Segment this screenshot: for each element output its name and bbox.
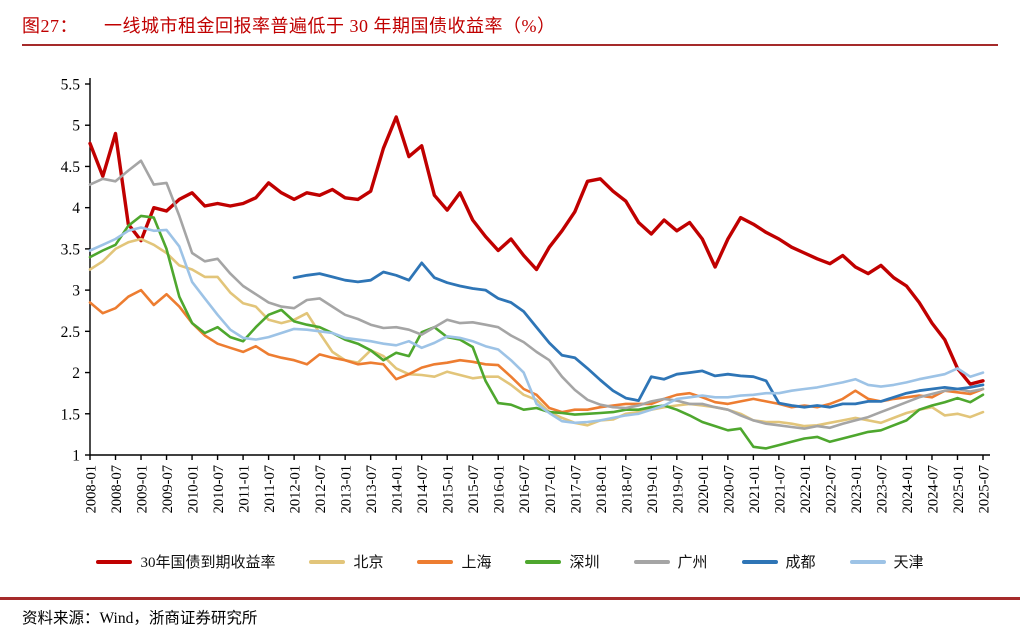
x-tick-label: 2015-07 [466,465,482,513]
x-tick-label: 2011-07 [262,465,278,513]
x-tick-label: 2015-01 [441,465,457,513]
chart-legend: 30年国债到期收益率 北京 上海 深圳 广州 成都 天津 [0,551,1020,572]
x-tick-label: 2012-07 [313,465,329,513]
legend-swatch [741,559,778,564]
x-tick-label: 2011-01 [237,465,253,513]
x-tick-label: 2020-01 [696,465,712,513]
x-tick-label: 2021-07 [772,465,788,513]
source-label: 资料来源： [22,610,100,627]
x-tick-label: 2019-01 [645,465,661,513]
series-line-上海 [88,288,985,414]
line-chart: 1 1.5 2 2.5 3 3.5 4 4.5 5 5.5 2008-01 2008-07 2009-0… [61,77,993,514]
x-tick-label: 2020-07 [721,465,737,513]
series-line-广州 [88,159,985,430]
y-tick-label: 5.5 [61,77,81,94]
x-tick-label: 2012-01 [288,465,304,513]
x-tick-label: 2010-07 [211,465,227,513]
legend-item: 成都 [741,551,816,572]
legend-item: 30年国债到期收益率 [96,551,275,572]
x-tick-label: 2024-07 [925,465,941,513]
legend-item: 广州 [633,551,708,572]
x-tick-label: 2022-01 [798,465,814,513]
x-tick-label: 2018-01 [594,465,610,513]
x-tick-label: 2016-01 [492,465,508,513]
x-tick-label: 2010-01 [186,465,202,513]
series-line-北京 [88,237,985,428]
y-tick-label: 2 [72,365,80,382]
x-tick-label: 2014-07 [415,465,431,513]
legend-swatch [417,559,454,564]
x-tick-label: 2008-07 [109,465,125,513]
legend-item: 深圳 [525,551,600,572]
x-tick-label: 2018-07 [619,465,635,513]
figure-number-label: 图27： [22,16,78,36]
source-divider [0,597,1020,600]
x-tick-label: 2024-01 [900,465,916,513]
x-tick-label: 2017-01 [543,465,559,513]
x-tick-label: 2019-07 [670,465,686,513]
x-tick-label: 2025-01 [951,465,967,513]
series-line-天津 [88,226,985,425]
y-tick-label: 3 [72,283,80,300]
x-tick-label: 2017-07 [568,465,584,513]
legend-item-label: 北京 [353,555,384,571]
x-tick-label: 2009-01 [135,465,151,513]
legend-item: 上海 [417,551,491,572]
legend-swatch [96,559,133,564]
y-tick-label: 1.5 [61,406,81,423]
x-tick-label: 2013-07 [364,465,380,513]
y-tick-label: 3.5 [61,241,81,258]
legend-swatch [633,559,670,564]
source-text: Wind，浙商证券研究所 [99,610,258,627]
figure-title-row: 图27： 一线城市租金回报率普遍低于 30 年期国债收益率（%） [22,12,556,38]
x-tick-label: 2023-07 [874,465,890,513]
x-tick-label: 2025-07 [977,465,993,513]
x-tick-label: 2013-01 [339,465,355,513]
series-line-深圳 [88,214,985,450]
y-tick-label: 1 [72,448,80,465]
legend-item-label: 天津 [893,555,924,571]
series-line-成都 [292,261,985,409]
y-tick-label: 4.5 [61,159,81,176]
legend-item-label: 广州 [677,555,708,571]
x-tick-label: 2009-07 [160,465,176,513]
source-line: 资料来源：Wind，浙商证券研究所 [22,606,257,628]
legend-swatch [849,559,886,564]
legend-item-label: 深圳 [569,555,600,571]
x-tick-label: 2022-07 [823,465,839,513]
y-tick-label: 4 [72,200,80,217]
legend-item-label: 上海 [461,555,492,571]
x-tick-label: 2023-01 [849,465,865,513]
legend-swatch [525,559,562,564]
figure-title: 一线城市租金回报率普遍低于 30 年期国债收益率（%） [104,16,556,36]
x-tick-label: 2014-01 [390,465,406,513]
title-divider [22,44,998,46]
legend-item-label: 成都 [785,555,816,571]
legend-swatch [309,559,346,564]
y-tick-label: 5 [72,118,80,135]
legend-item-label: 30年国债到期收益率 [140,555,276,571]
x-tick-label: 2008-01 [84,465,100,513]
y-tick-label: 2.5 [61,324,81,341]
x-tick-label: 2021-01 [747,465,763,513]
legend-item: 天津 [849,551,924,572]
series-line-30年国债到期收益率 [88,115,985,386]
legend-item: 北京 [309,551,383,572]
x-tick-label: 2016-07 [517,465,533,513]
